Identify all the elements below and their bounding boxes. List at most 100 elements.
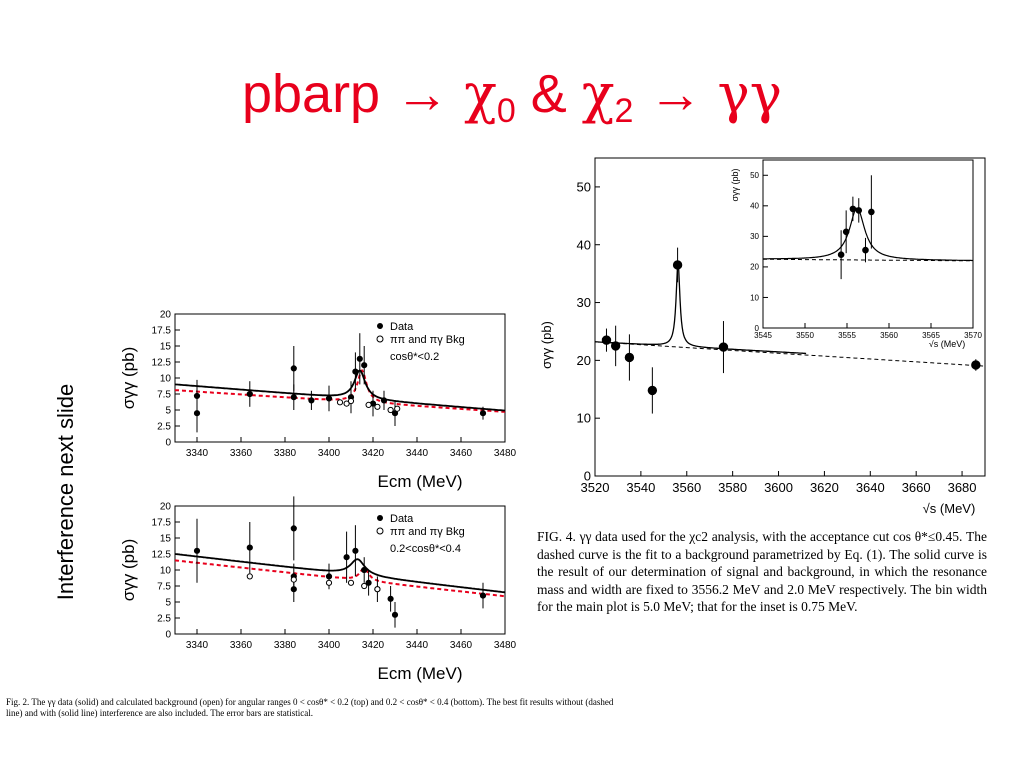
y-tick-label: 30: [577, 295, 591, 310]
y-tick-label: 5: [165, 406, 171, 417]
data-point: [868, 208, 875, 216]
data-point: [624, 352, 635, 363]
bkg-point: [387, 406, 394, 414]
data-point: [343, 554, 350, 561]
y-axis-label: σγγ (pb): [119, 539, 138, 601]
x-tick-label: 3360: [230, 640, 253, 651]
y-tick-label: 40: [750, 202, 759, 211]
data-point: [647, 385, 658, 396]
y-tick-label: 12.5: [152, 358, 172, 369]
y-tick-label: 10: [160, 566, 172, 577]
data-point: [387, 595, 394, 602]
y-tick-label: 17.5: [152, 518, 172, 529]
data-point: [356, 355, 363, 362]
data-point: [290, 365, 297, 372]
x-tick-label: 3380: [274, 448, 297, 459]
x-tick-label: 3520: [581, 480, 610, 495]
chart-left-top: 3340 3360 3380 3400 3420 3440 3460 3480 0 2.5 5 7.5…: [119, 310, 517, 492]
data-point: [193, 547, 201, 554]
data-point: [246, 544, 253, 551]
bkg-point: [347, 397, 355, 405]
y-tick-label: 0: [755, 324, 760, 333]
bkg-point: [394, 405, 401, 412]
legend-label-bkg: ππ and πγ Bkg: [390, 334, 465, 346]
slide-title: pbarp → χ0 & χ2 → γγ: [241, 62, 783, 130]
y-tick-label: 0: [165, 438, 171, 449]
x-tick-label: 3460: [450, 448, 473, 459]
inset-y-axis-label: σγγ (pb): [730, 168, 740, 201]
inset-chart: 3545 3550 3555 3560 3565 3570 0 10 20 30 40 50 σγγ (…: [730, 159, 982, 349]
y-tick-label: 20: [577, 353, 591, 368]
y-tick-label: 10: [750, 293, 759, 302]
x-tick-label: 3460: [450, 640, 473, 651]
x-axis-label: Ecm (MeV): [378, 664, 463, 683]
legend-marker-data: [377, 515, 383, 521]
fit-dashed-line: [174, 559, 506, 598]
bkg-point: [336, 399, 344, 406]
y-tick-label: 40: [577, 237, 591, 252]
x-tick-label: 3600: [764, 480, 793, 495]
y-tick-label: 20: [750, 263, 759, 272]
data-point: [352, 368, 359, 375]
x-tick-label: 3680: [948, 480, 977, 495]
y-tick-label: 20: [160, 502, 172, 513]
data-point: [855, 207, 863, 214]
x-tick-label: 3480: [494, 448, 517, 459]
data-point: [849, 205, 857, 213]
data-point: [862, 246, 869, 254]
fit-dashed-line: [174, 369, 506, 413]
x-tick-label: 3360: [230, 448, 253, 459]
legend-label-data: Data: [390, 321, 414, 333]
data-point: [601, 335, 612, 345]
y-tick-label: 0: [165, 630, 171, 641]
x-tick-label: 3480: [494, 640, 517, 651]
y-tick-label: 5: [165, 598, 171, 609]
x-tick-label: 3660: [902, 480, 931, 495]
x-tick-label: 3580: [718, 480, 747, 495]
y-tick-label: 10: [160, 374, 172, 385]
fit-solid-line: [595, 262, 807, 355]
data-point: [290, 586, 297, 593]
fit-solid-line: [763, 207, 973, 262]
data-point: [718, 342, 729, 352]
fit-dashed-line: [595, 341, 985, 367]
x-axis-label: Ecm (MeV): [378, 472, 463, 491]
y-tick-label: 50: [750, 171, 759, 180]
bkg-point: [347, 579, 355, 586]
y-tick-label: 15: [160, 534, 172, 545]
x-axis-label: √s (MeV): [923, 501, 976, 516]
y-tick-label: 2.5: [157, 422, 171, 433]
right-figure-caption: FIG. 4. γγ data used for the χc2 analysi…: [537, 529, 987, 614]
data-point: [361, 566, 368, 574]
data-point: [365, 579, 372, 586]
y-tick-label: 30: [750, 232, 759, 241]
data-point: [325, 395, 333, 402]
y-tick-label: 0: [584, 469, 591, 484]
y-tick-label: 50: [577, 179, 591, 194]
bkg-point: [290, 576, 297, 583]
inset-x-axis-label: √s (MeV): [929, 339, 965, 349]
bkg-point: [325, 579, 333, 586]
x-tick-label: 3555: [838, 331, 856, 340]
legend-marker-bkg: [376, 527, 384, 535]
legend-label-data: Data: [390, 513, 414, 525]
plot-frame: [762, 159, 974, 329]
bkg-point: [374, 586, 381, 593]
bkg-point: [246, 573, 253, 580]
y-tick-label: 17.5: [152, 326, 172, 337]
x-tick-label: 3440: [406, 448, 429, 459]
x-tick-label: 3340: [186, 448, 209, 459]
bkg-point: [343, 400, 350, 407]
x-tick-label: 3400: [318, 448, 341, 459]
fit-solid-line: [174, 369, 506, 412]
plot-frame: [594, 157, 986, 477]
y-tick-label: 20: [160, 310, 172, 321]
bkg-point: [361, 582, 368, 590]
legend-marker-data: [377, 323, 383, 329]
y-axis-label: σγγ (pb): [539, 321, 554, 369]
x-tick-label: 3420: [362, 640, 385, 651]
data-point: [290, 525, 297, 532]
x-tick-label: 3550: [796, 331, 814, 340]
data-point: [672, 260, 683, 270]
annotation-label: cosθ*<0.2: [390, 351, 439, 363]
